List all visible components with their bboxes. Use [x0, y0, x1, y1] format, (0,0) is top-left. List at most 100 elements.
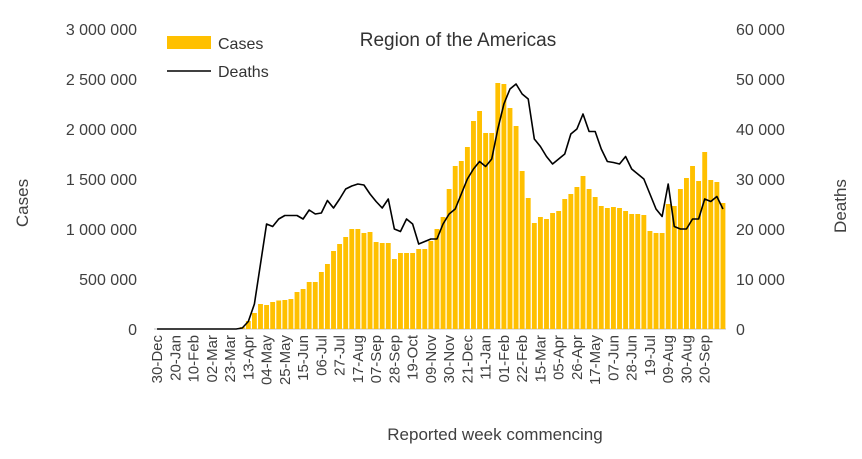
x-tick-label: 19-Oct [405, 334, 422, 380]
cases-bar [422, 249, 428, 329]
x-tick-label: 21-Dec [459, 335, 476, 384]
x-tick-label: 22-Feb [514, 335, 531, 383]
cases-bar [507, 108, 513, 329]
x-tick-label: 19-Jul [642, 335, 659, 376]
cases-bar [251, 313, 257, 329]
y-tick-label-right: 50 000 [736, 72, 785, 89]
cases-bar [586, 189, 592, 329]
cases-bar [404, 253, 409, 329]
cases-bar [324, 264, 330, 329]
cases-bar [288, 299, 294, 329]
cases-bar [495, 83, 501, 329]
cases-bar [720, 203, 726, 329]
cases-bar [294, 292, 300, 329]
x-tick-label: 07-Jun [605, 335, 622, 381]
cases-bar [312, 282, 318, 329]
x-tick-label: 15-Jun [295, 335, 312, 381]
cases-bar [598, 206, 604, 329]
cases-bar [647, 231, 653, 329]
cases-bar [592, 197, 598, 329]
y-tick-label-right: 60 000 [736, 22, 785, 39]
cases-bar [629, 214, 635, 329]
cases-bar [550, 213, 556, 329]
cases-bar [258, 304, 263, 329]
cases-bar [537, 217, 543, 329]
cases-bar [373, 242, 379, 329]
cases-bar [684, 178, 689, 329]
right-y-axis: 0 10 000 20 000 30 000 40 000 50 000 60 000 [736, 22, 785, 339]
cases-bar [610, 207, 616, 329]
cases-bar [276, 300, 282, 329]
x-tick-label: 04-May [259, 335, 276, 386]
x-tick-label: 17-Aug [350, 335, 367, 383]
y-tick-label-right: 20 000 [736, 222, 785, 239]
cases-bar [385, 243, 391, 329]
x-tick-label: 20-Sep [697, 335, 714, 383]
y-tick-label-left: 0 [128, 322, 137, 339]
legend-swatch-cases [167, 36, 211, 49]
x-tick-label: 23-Mar [222, 335, 239, 383]
x-tick-label: 30-Aug [678, 335, 695, 383]
deaths-line [157, 83, 724, 330]
y-tick-label-right: 0 [736, 322, 745, 339]
chart-title: Region of the Americas [360, 30, 556, 51]
cases-bar [337, 244, 343, 329]
y-tick-label-left: 500 000 [79, 272, 137, 289]
y-axis-title-left: Cases [13, 179, 32, 227]
x-tick-label: 05-Apr [551, 335, 568, 380]
cases-bar [556, 211, 562, 329]
cases-bar [367, 232, 373, 329]
cases-bar [331, 251, 336, 329]
x-tick-label: 06-Jul [313, 335, 330, 376]
y-tick-label-right: 30 000 [736, 172, 785, 189]
x-tick-label: 26-Apr [569, 335, 586, 380]
cases-bar [434, 229, 440, 329]
cases-bar [519, 171, 525, 329]
x-tick-label: 20-Jan [167, 335, 184, 381]
x-tick-label: 10-Feb [186, 335, 203, 383]
cases-bar [659, 233, 665, 329]
x-tick-label: 01-Feb [496, 335, 513, 383]
cases-bar [282, 300, 288, 329]
cases-bar [306, 282, 312, 329]
left-y-axis: 0 500 000 1 000 000 1 500 000 2 000 000 2 500… [66, 22, 137, 339]
cases-bar [452, 166, 458, 329]
cases-bar [544, 219, 549, 329]
cases-bar [696, 181, 702, 329]
cases-bar [690, 166, 695, 329]
cases-bar [355, 229, 361, 329]
cases-bar [641, 215, 647, 329]
cases-bar [580, 176, 586, 329]
x-tick-label: 17-May [587, 335, 604, 386]
cases-bar [318, 272, 324, 329]
plot-area [154, 83, 726, 330]
cases-bar [665, 204, 671, 329]
cases-bar [489, 133, 495, 329]
cases-bar [349, 229, 355, 329]
x-axis-title: Reported week commencing [387, 425, 602, 444]
cases-bar [428, 241, 434, 329]
cases-bar [440, 217, 446, 329]
cases-bar [391, 259, 397, 329]
cases-bar [245, 321, 251, 329]
cases-bar [300, 289, 306, 329]
cases-bar [513, 126, 519, 329]
cases-bar [446, 189, 452, 329]
cases-bars [233, 83, 726, 329]
cases-bar [574, 187, 580, 329]
cases-bar [623, 211, 629, 329]
y-tick-label-right: 40 000 [736, 122, 785, 139]
cases-bar [483, 133, 489, 329]
cases-bar [410, 253, 416, 329]
legend: Cases Deaths [167, 36, 269, 81]
cases-bar [361, 233, 367, 329]
x-tick-label: 27-Jul [332, 335, 349, 376]
cases-bar [416, 249, 422, 329]
cases-bar [635, 214, 641, 329]
x-tick-label: 25-May [277, 335, 294, 386]
cases-bar [525, 198, 531, 329]
y-tick-label-right: 10 000 [736, 272, 785, 289]
legend-label-deaths: Deaths [218, 64, 269, 81]
x-tick-label: 13-Apr [240, 335, 257, 380]
